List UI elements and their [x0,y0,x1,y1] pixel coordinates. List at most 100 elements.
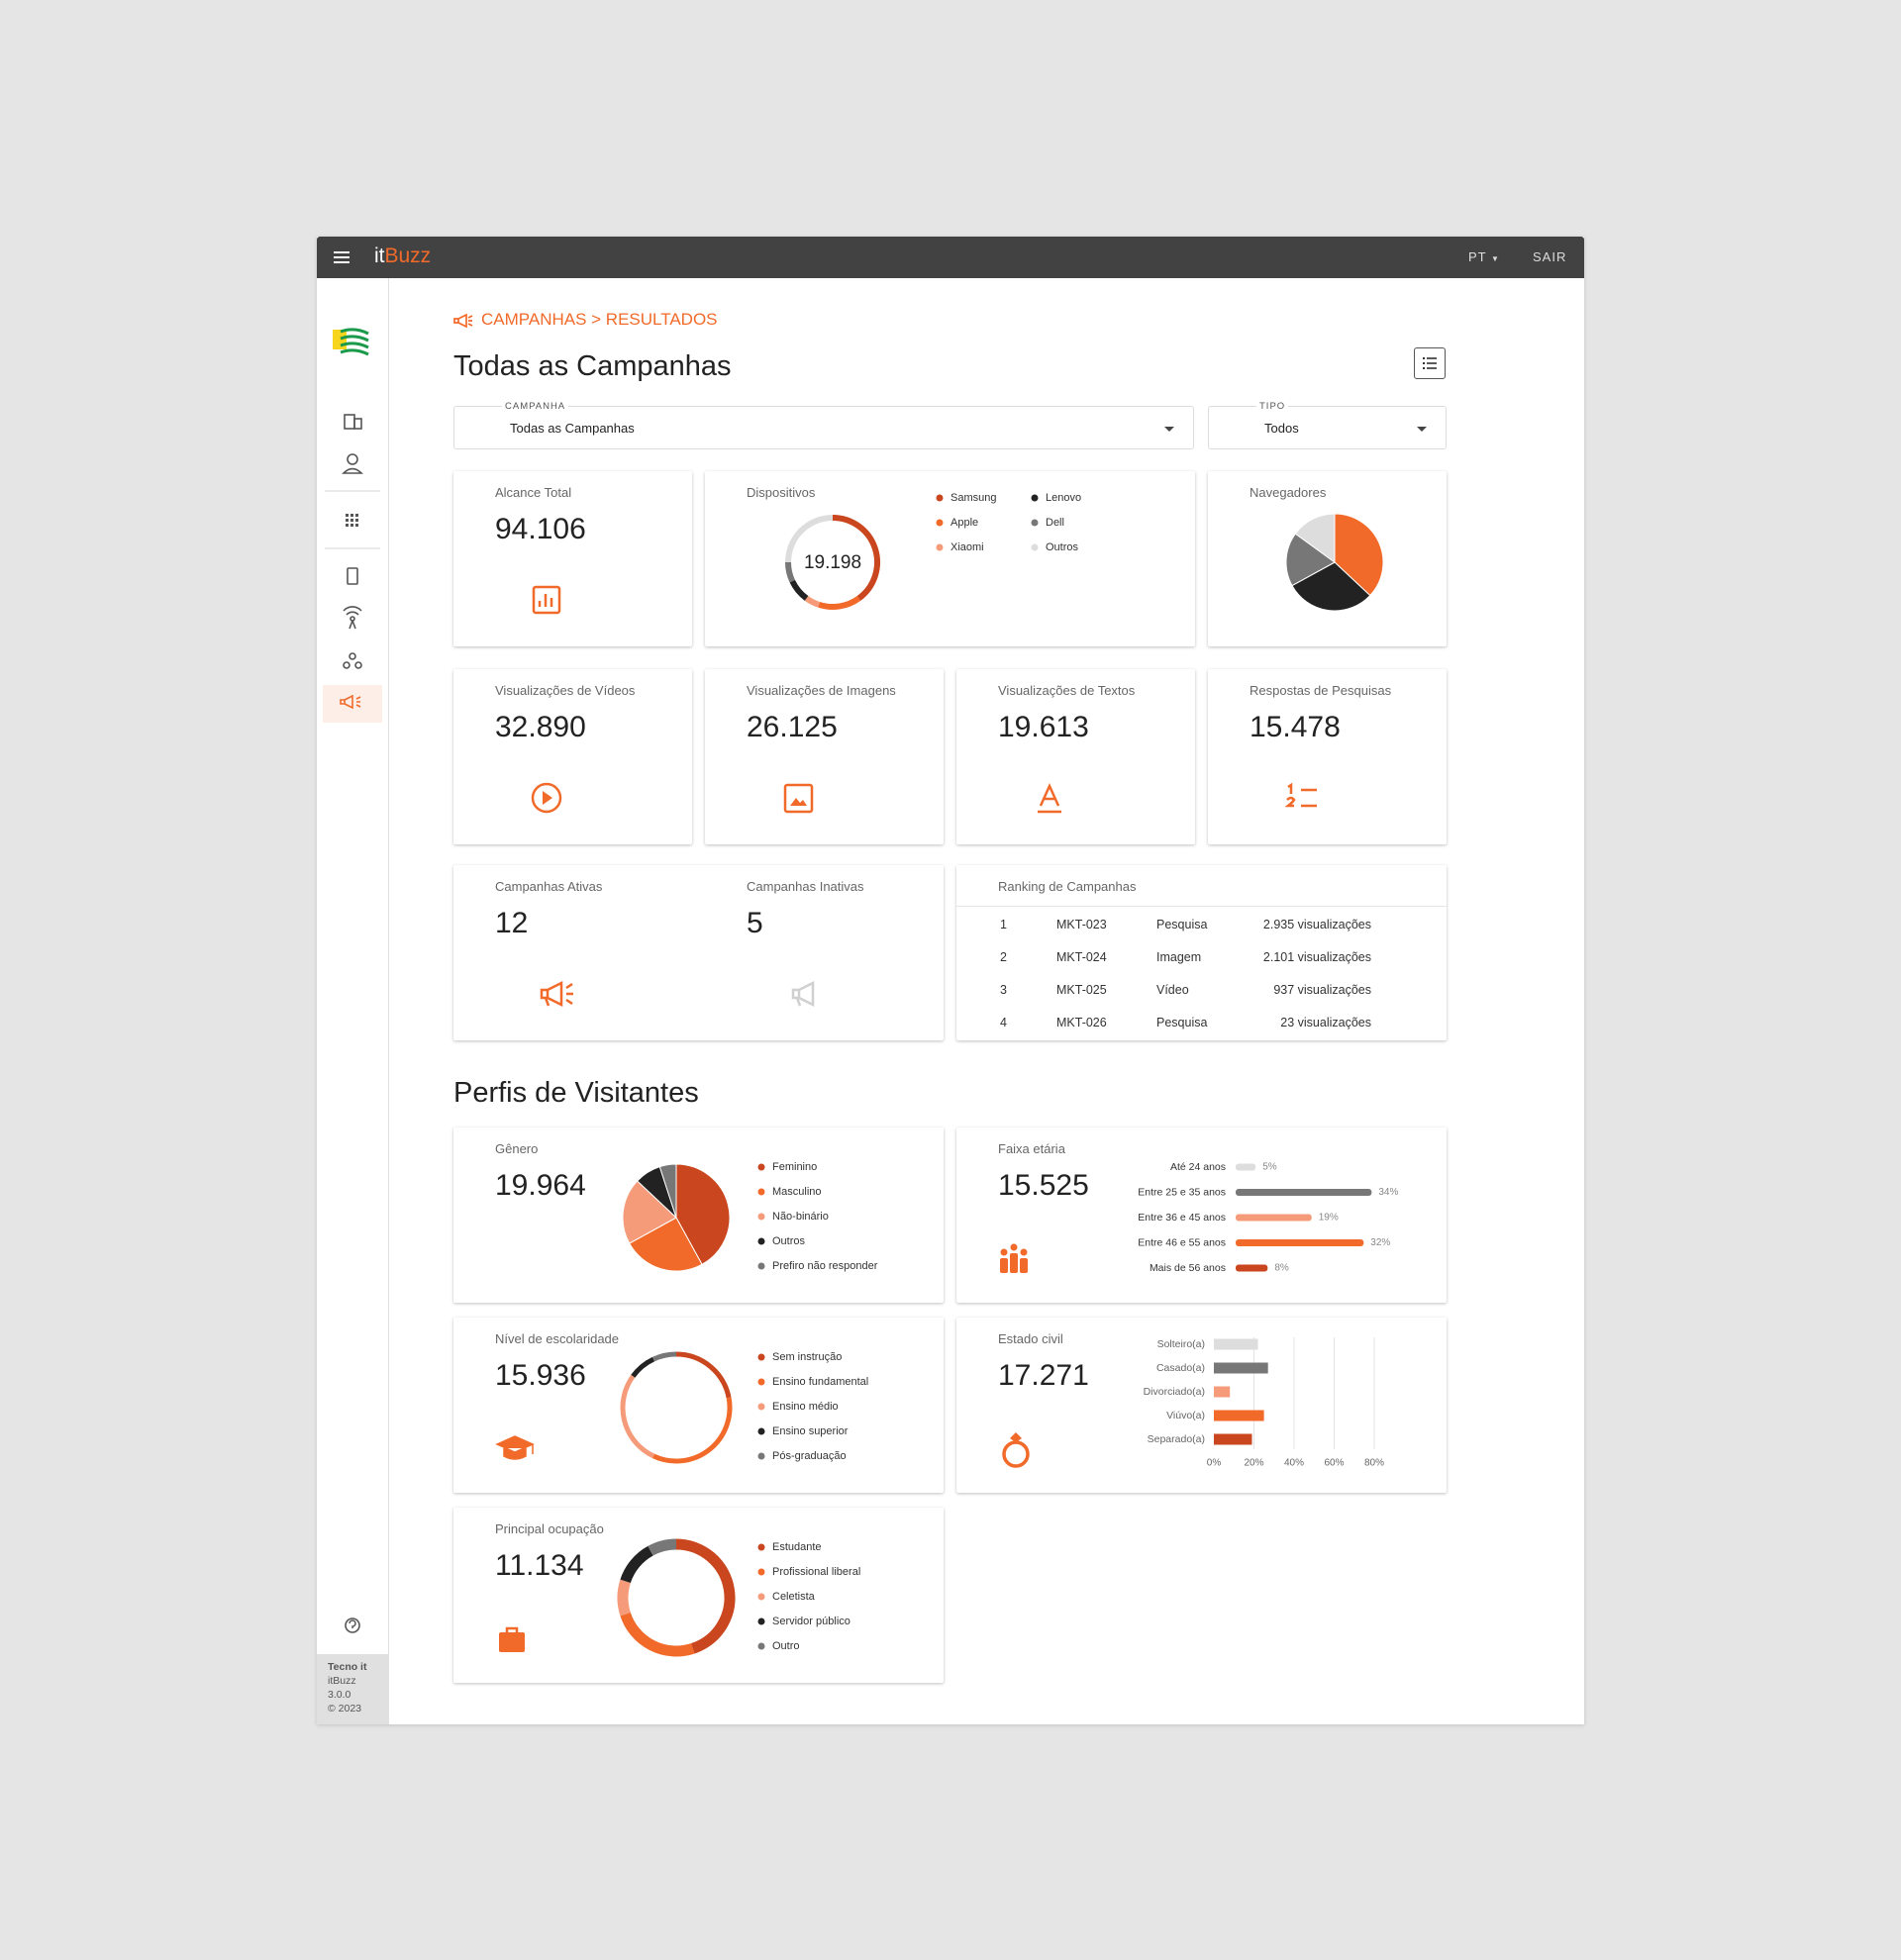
bar [1214,1386,1231,1398]
card: Nível de escolaridade 15.936 Sem instrução… [453,1318,944,1493]
filter-value: Todas as Campanhas [510,421,635,436]
legend-label: Estudante [772,1541,822,1553]
divider [956,906,1447,907]
card-value: 26.125 [747,711,838,743]
bar-category: Viúvo(a) [1166,1410,1205,1421]
donut-segment [789,579,809,601]
logo [333,328,369,356]
gender-chart: Feminino Masculino Não-binário Outros Prefir… [622,1161,878,1272]
bar-value-label: 34% [1378,1187,1398,1198]
education-chart: Sem instrução Ensino fundamental Ensino mé… [620,1351,868,1464]
donut-segment [818,595,861,610]
legend-label: Masculino [772,1186,822,1198]
x-tick-label: 20% [1244,1458,1263,1469]
bar-value-label: 5% [1262,1162,1277,1173]
card: Alcance Total 94.106 [453,471,692,646]
donut-segment [651,1397,733,1464]
top-bar: itBuzz PT ▼ SAIR [317,237,1584,278]
bar [1236,1239,1364,1246]
donut-segment [832,515,880,601]
dropdown-caret [1417,427,1427,432]
donut-segment [620,1374,655,1459]
pie-slice [1294,513,1336,563]
card-value: 19.964 [495,1169,586,1202]
donut-segment [785,561,796,583]
icon [540,980,563,1008]
icon [532,585,561,615]
marital-chart: 0% 20% 40% 60% 80% Solteiro(a) Casado(a) Divorc… [1144,1337,1384,1469]
card-icon [1038,782,1061,814]
legend-marker [936,494,944,502]
card-label: Campanhas Inativas [747,879,864,894]
icon [1020,1248,1028,1256]
icon [1423,357,1425,359]
footer-text: Tecno it [328,1661,367,1673]
card-value: 32.890 [495,711,586,743]
legend-marker [757,1237,765,1245]
language-select[interactable]: PT ▼ [1468,249,1500,264]
card: Respostas de Pesquisas 15.478 [1208,669,1447,844]
bar-category: Até 24 anos [1170,1161,1226,1173]
filter-select[interactable]: CAMPANHA Todas as Campanhas [453,401,1194,449]
megaphone-icon [453,313,473,329]
bar [1214,1338,1258,1350]
devices-chart: 19.198 Samsung Apple Xiaomi Lenovo Dell Outros [785,492,1081,610]
bar [1236,1214,1312,1222]
donut-segment [675,1538,736,1654]
card-value: 17.271 [998,1359,1089,1392]
icon [790,798,807,806]
icon [1423,367,1425,369]
legend-marker [757,1188,765,1196]
legend-label: Ensino superior [772,1425,849,1437]
card: Campanhas Ativas 12 Campanhas Inativas 5 [453,865,944,1040]
pie-slice [658,1163,677,1219]
donut-segment [648,1538,677,1556]
legend-label: Feminino [772,1161,817,1173]
donut-segment [675,1351,732,1399]
donut-segment [631,1356,655,1378]
bar [1236,1163,1256,1171]
legend-label: Não-binário [772,1211,829,1223]
legend-marker [757,1378,765,1386]
dropdown-caret [1164,427,1174,432]
breadcrumb: CAMPANHAS > RESULTADOS [481,310,718,329]
footer-text: © 2023 [328,1703,362,1715]
card: Ranking de Campanhas 1 MKT-023 Pesquisa 2.93… [956,865,1447,1040]
ranking-cell: Vídeo [1156,983,1189,997]
ranking-cell: 937 visualizações [1273,983,1371,997]
card: Visualizações de Imagens 26.125 [705,669,944,844]
bar-value-label: 8% [1274,1263,1289,1274]
card-label: Nível de escolaridade [495,1331,620,1346]
bar [1214,1410,1264,1421]
list-button[interactable] [1414,347,1446,379]
icon [1038,782,1061,814]
card-value: 15.478 [1250,711,1341,743]
card-icon [1000,1243,1028,1273]
logout-button[interactable]: SAIR [1533,249,1567,264]
legend-label: Apple [950,517,978,529]
menu-button[interactable] [333,248,352,266]
x-tick-label: 0% [1207,1458,1222,1469]
legend-label: Dell [1046,517,1064,529]
legend-label: Samsung [950,492,996,504]
x-tick-label: 80% [1364,1458,1384,1469]
legend-label: Xiaomi [950,541,984,553]
icon [505,1626,519,1632]
pie-slice [675,1163,731,1266]
pie-slice [1291,561,1371,612]
legend-label: Prefiro não responder [772,1260,878,1272]
legend-marker [757,1262,765,1270]
sidebar [317,278,389,1724]
icon [791,980,815,1008]
page-title: Todas as Campanhas [453,350,732,382]
sidebar-footer [317,1654,388,1724]
icon [1010,1432,1022,1442]
card-label: Estado civil [998,1331,1063,1346]
card: Visualizações de Textos 19.613 [956,669,1195,844]
brand: itBuzz [374,245,431,268]
legend-marker [757,1642,765,1650]
filter-select[interactable]: TIPO Todos [1208,401,1447,449]
icon [1000,1258,1008,1273]
donut-segment [804,595,821,608]
ranking-cell: MKT-026 [1056,1016,1107,1029]
